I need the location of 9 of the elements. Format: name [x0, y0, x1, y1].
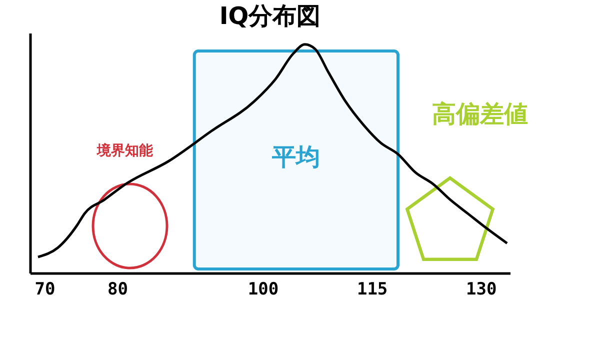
x-tick-label: 130 [466, 280, 497, 300]
x-tick-label: 80 [108, 280, 128, 300]
annotation: 境界知能 [96, 142, 154, 159]
annotation: 高偏差値 [432, 100, 528, 128]
band-label: 平均 [271, 142, 320, 171]
x-tick-label: 115 [356, 280, 388, 300]
chart-title: IQ分布図 [219, 2, 321, 30]
x-tick-label: 70 [34, 280, 56, 300]
x-tick-label: 100 [248, 280, 279, 300]
